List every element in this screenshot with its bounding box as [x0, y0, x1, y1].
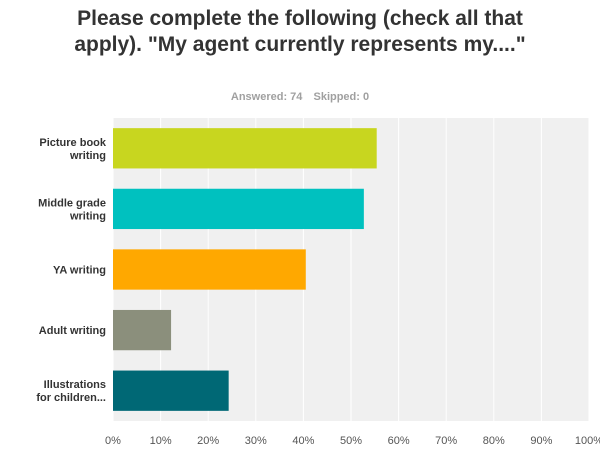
x-tick-label: 20%: [197, 435, 219, 447]
bar: [113, 309, 172, 351]
category-label: Adult writing: [39, 325, 106, 337]
x-tick-labels: 0% 10% 20% 30% 40% 50% 60% 70% 80% 90% 100%: [105, 435, 600, 447]
bars: [113, 128, 377, 411]
x-tick-label: 0%: [105, 435, 121, 447]
answered-count: Answered: 74: [230, 91, 303, 103]
response-stats: Answered: 74 Skipped: 0: [0, 91, 600, 103]
category-label: Picture book: [39, 137, 107, 149]
bar: [113, 249, 306, 290]
category-label: Middle grade: [38, 197, 106, 209]
x-tick-label: 70%: [435, 435, 457, 447]
category-label: Illustrations: [44, 379, 106, 391]
bar: [113, 370, 229, 411]
category-label: YA writing: [53, 265, 106, 277]
x-tick-label: 60%: [388, 435, 410, 447]
chart-title: Please complete the following (check all…: [74, 7, 526, 56]
x-tick-label: 10%: [150, 435, 172, 447]
x-tick-label: 30%: [245, 435, 267, 447]
x-tick-label: 90%: [530, 435, 552, 447]
skipped-count: Skipped: 0: [313, 91, 370, 103]
x-tick-label: 40%: [292, 435, 314, 447]
category-label: for children...: [36, 392, 106, 404]
bar: [113, 128, 377, 169]
category-label: writing: [69, 210, 106, 222]
x-tick-label: 50%: [340, 435, 362, 447]
category-label: writing: [69, 150, 106, 162]
bar: [113, 188, 364, 230]
x-tick-label: 80%: [483, 435, 505, 447]
x-tick-label: 100%: [575, 435, 600, 447]
